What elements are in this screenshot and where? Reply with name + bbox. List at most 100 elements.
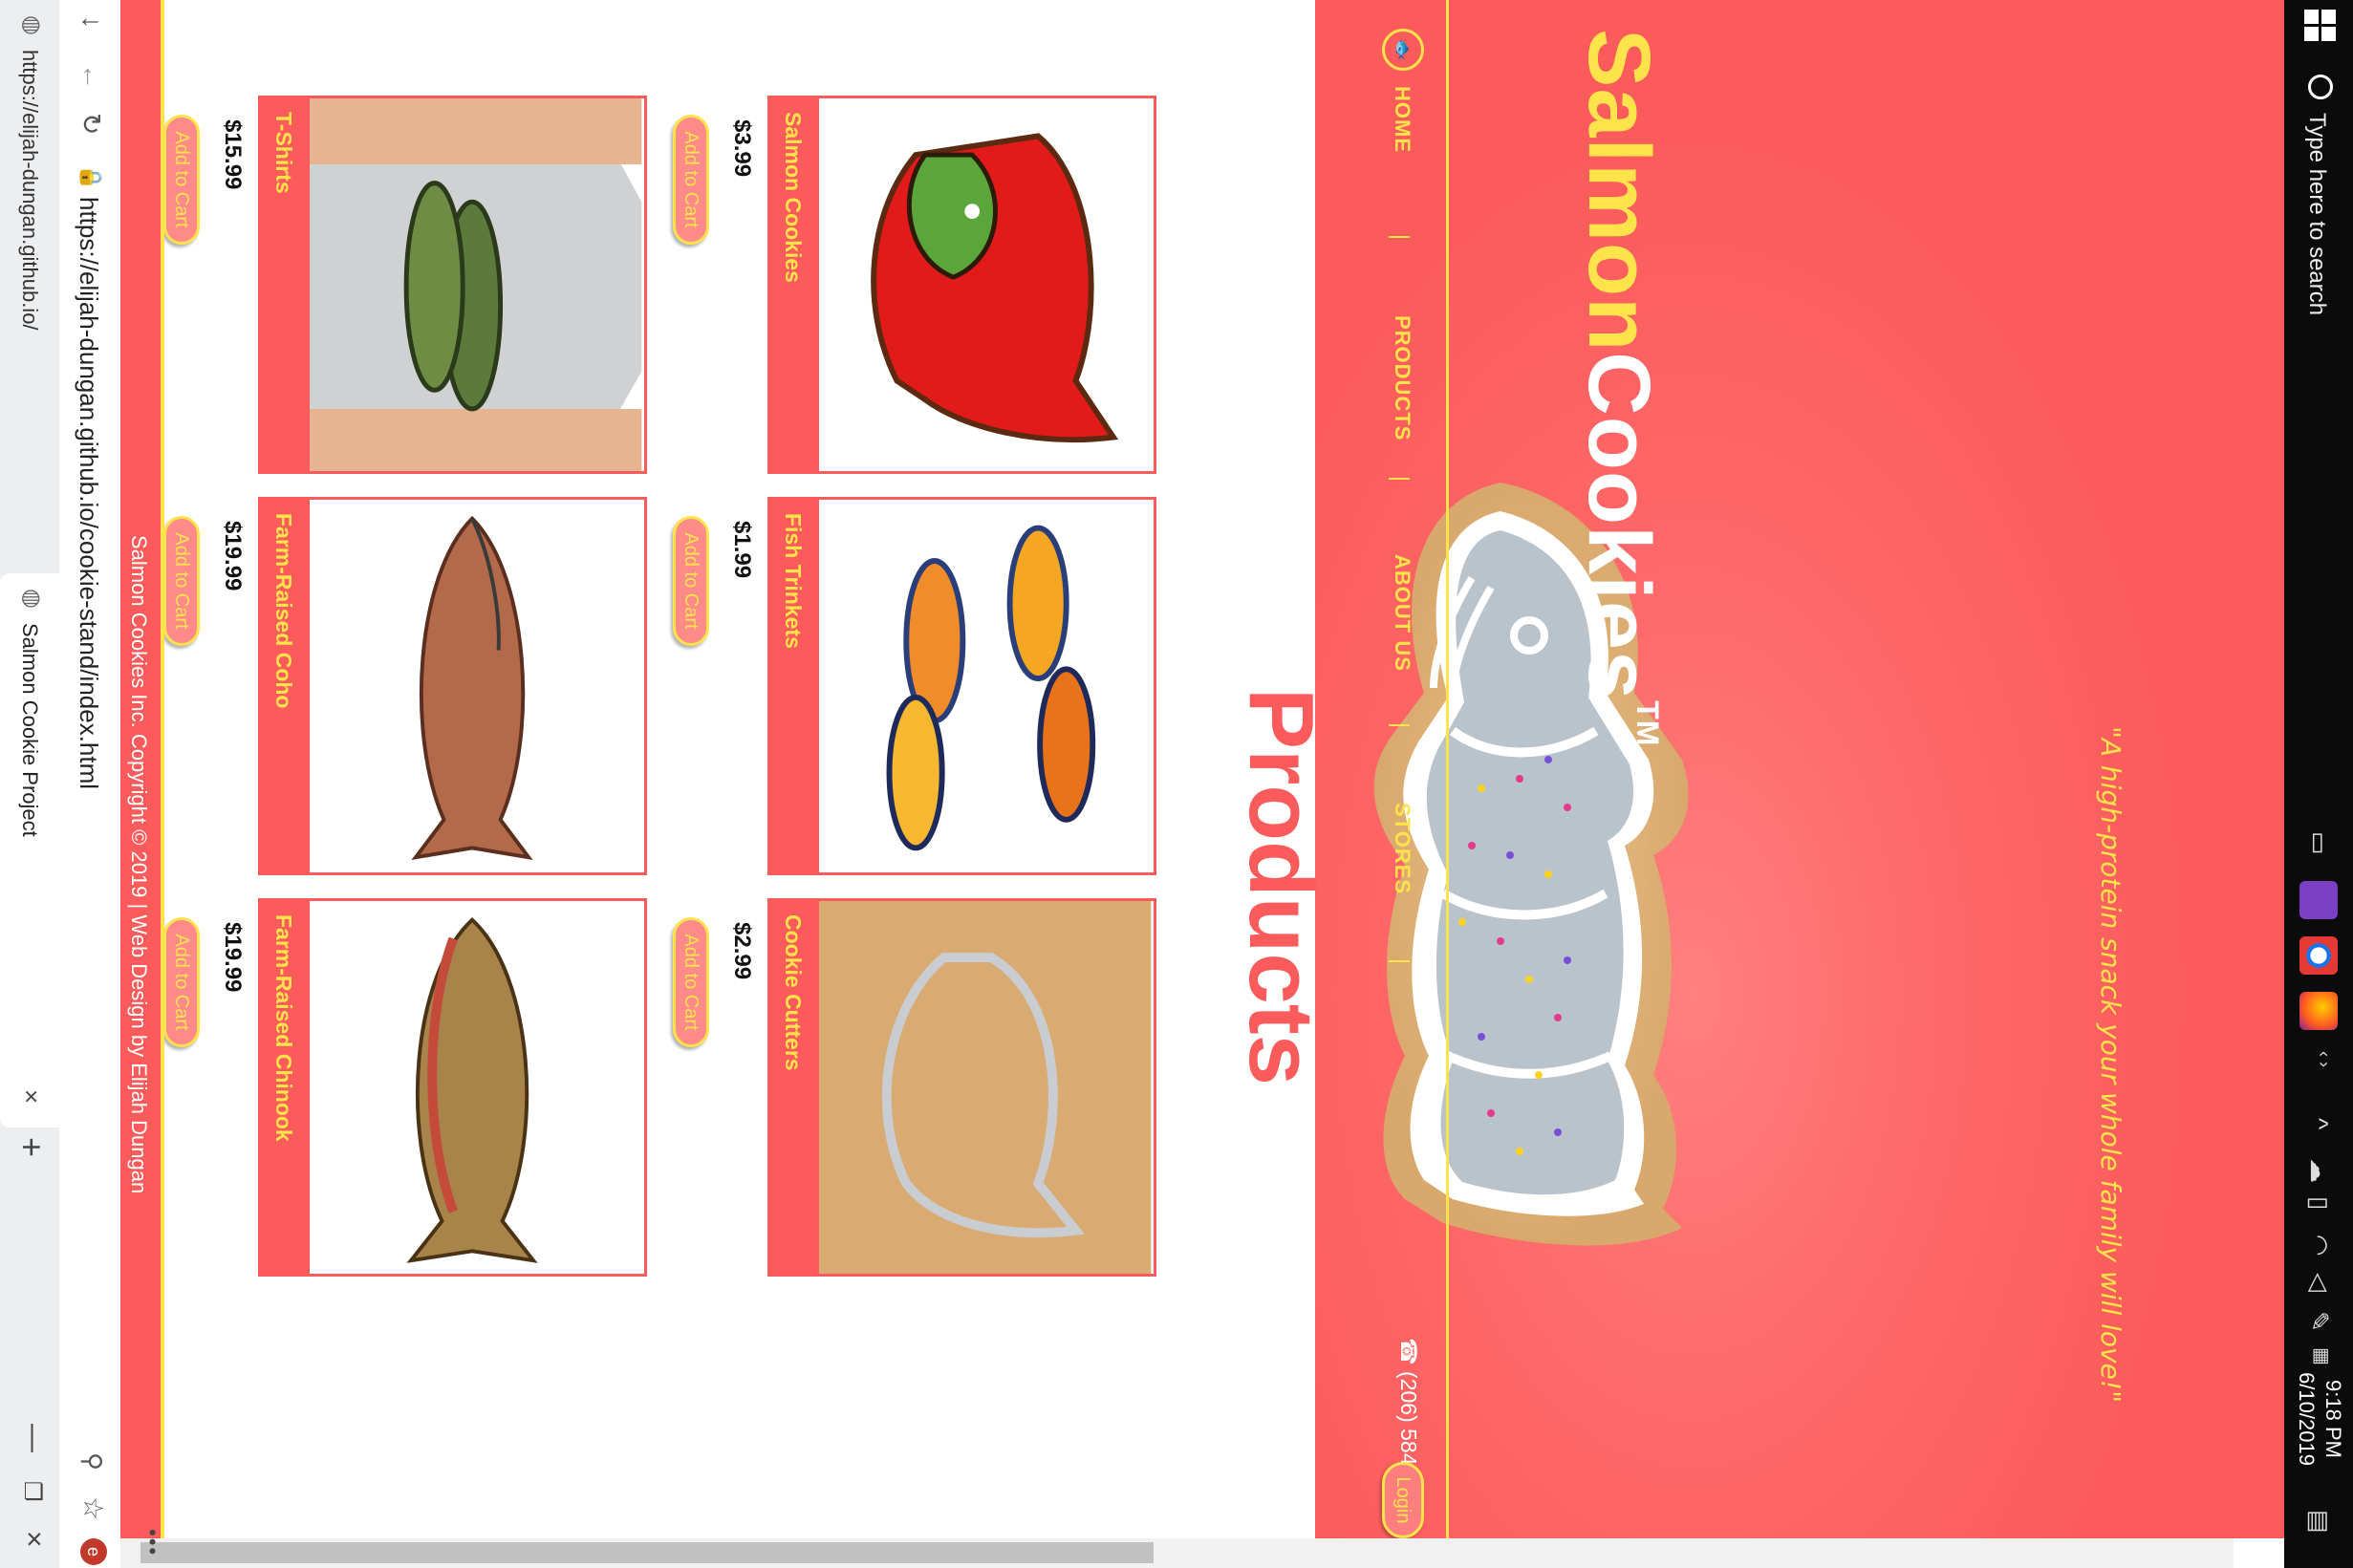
firefox-icon[interactable]: [2299, 992, 2338, 1030]
product-price: $19.99: [220, 922, 246, 993]
cortana-icon[interactable]: [2308, 75, 2333, 99]
cookie-cutters-image: [818, 901, 1152, 1274]
add-to-cart-button[interactable]: Add to Cart: [163, 516, 200, 646]
refresh-icon[interactable]: ↻: [76, 113, 106, 136]
horizontal-scrollbar[interactable]: [120, 1538, 2234, 1568]
product-card-cookie-cutters[interactable]: Cookie Cutters: [767, 898, 1156, 1277]
nav-separator: [1389, 236, 1410, 238]
product-price: $19.99: [220, 521, 246, 591]
header-divider: [1446, 0, 1449, 1538]
tab-close-icon[interactable]: ×: [17, 1089, 46, 1105]
globe-icon: ◍: [19, 589, 45, 609]
add-to-cart-button[interactable]: Add to Cart: [673, 917, 709, 1047]
cloud-icon[interactable]: ☁: [2305, 1158, 2334, 1183]
tab-active-title: Salmon Cookie Project: [18, 623, 42, 837]
products-heading: Products: [1230, 688, 1332, 1086]
tab-active[interactable]: ◍ Salmon Cookie Project ×: [0, 573, 59, 1128]
reading-view-icon[interactable]: ⚲: [78, 1452, 107, 1471]
pen-icon[interactable]: ✎: [2305, 1311, 2334, 1332]
volume-icon[interactable]: ◁: [2305, 1273, 2334, 1292]
browser-menu-button[interactable]: •••: [140, 1529, 164, 1557]
scrollbar-thumb[interactable]: [140, 1542, 1154, 1563]
product-price: $3.99: [729, 119, 755, 178]
show-hidden-icons-icon[interactable]: ^: [2305, 1118, 2334, 1130]
brand-logo-text: SalmonCookiesTM: [1570, 29, 1668, 747]
onenote-icon[interactable]: [2299, 881, 2338, 919]
salmon-cookie-image: [871, 133, 1119, 443]
product-price: $1.99: [729, 521, 755, 579]
wifi-icon[interactable]: ◠: [2305, 1235, 2334, 1257]
product-card-t-shirts[interactable]: T-Shirts: [258, 96, 647, 474]
product-card-farm-raised-coho[interactable]: Farm-Raised Coho: [258, 497, 647, 875]
restore-icon[interactable]: ❐: [19, 1481, 45, 1502]
coho-salmon-image: [411, 515, 533, 860]
add-to-cart-button[interactable]: Add to Cart: [163, 115, 200, 245]
tab-inactive-title[interactable]: https://elijah-dungan.github.io/: [18, 50, 42, 331]
product-title-bar: Fish Trinkets: [770, 500, 819, 872]
product-title-bar: Cookie Cutters: [770, 901, 819, 1274]
site-header: 🐟 HOME PRODUCTS ABOUT US STORES ☎ (206) …: [1315, 0, 2284, 1538]
fish-trinkets-image: [886, 525, 1096, 851]
nav-products[interactable]: PRODUCTS: [1391, 315, 1414, 441]
browser-tab-strip: ◍ https://elijah-dungan.github.io/ ◍ Sal…: [0, 0, 59, 1568]
tagline: "A high-protein snack your whole family …: [2095, 726, 2126, 1403]
tablet-icon[interactable]: ▭: [2305, 831, 2334, 855]
product-name: Fish Trinkets: [781, 513, 806, 649]
product-title-bar: T-Shirts: [261, 98, 310, 471]
nav-stores[interactable]: STORES: [1391, 803, 1414, 895]
taskbar-search-input[interactable]: Type here to search: [2304, 113, 2330, 316]
product-name: Cookie Cutters: [781, 914, 806, 1071]
browser-toolbar: ↓ ← ↻ 🔒 https://elijah-dungan.github.io/…: [58, 0, 120, 1568]
battery-icon[interactable]: ▯: [2305, 1196, 2334, 1211]
profile-avatar[interactable]: e: [80, 1538, 107, 1565]
chrome-icon[interactable]: [2299, 936, 2338, 975]
clock-time[interactable]: 9:18 PM: [2321, 1380, 2345, 1458]
lock-icon: 🔒: [79, 164, 103, 191]
product-name: Farm-Raised Chinook: [271, 914, 296, 1142]
trademark: TM: [1630, 700, 1665, 747]
notifications-icon[interactable]: ▤: [2305, 1510, 2334, 1534]
product-card-farm-raised-chinook[interactable]: Farm-Raised Chinook: [258, 898, 647, 1277]
product-title-bar: Farm-Raised Chinook: [261, 901, 310, 1274]
login-button[interactable]: Login: [1382, 1462, 1424, 1538]
add-to-cart-button[interactable]: Add to Cart: [673, 115, 709, 245]
product-card-fish-trinkets[interactable]: Fish Trinkets: [767, 497, 1156, 875]
keyboard-icon[interactable]: ▦: [2311, 1347, 2332, 1365]
product-name: Farm-Raised Coho: [271, 513, 296, 709]
windows-start-icon[interactable]: [2303, 10, 2336, 42]
back-icon[interactable]: ←: [77, 63, 107, 90]
windows-taskbar: Type here to search ▭ ‹ › ^ ☁ ▯ ◠ ◁ ✎ ▦ …: [2284, 0, 2353, 1568]
close-window-icon[interactable]: ×: [18, 1531, 50, 1548]
salmon-cookie-hero-image: [1373, 483, 1689, 1246]
footer-copyright: Salmon Cookies Inc. Copyright © 2019 | W…: [127, 535, 151, 1194]
taskbar-scroll-icon[interactable]: ‹ ›: [2315, 1051, 2334, 1067]
logo-icon[interactable]: 🐟: [1382, 29, 1424, 71]
nav-separator: [1389, 724, 1410, 726]
favorite-star-icon[interactable]: ☆: [78, 1496, 108, 1521]
add-to-cart-button[interactable]: Add to Cart: [673, 516, 709, 646]
minimize-icon[interactable]: —: [18, 1424, 50, 1452]
add-to-cart-button[interactable]: Add to Cart: [163, 917, 200, 1047]
product-price: $2.99: [729, 922, 755, 980]
brand-part-1: Salmon: [1570, 29, 1668, 353]
brand-part-2: Cookies: [1570, 352, 1668, 701]
nav-separator: [1389, 960, 1410, 962]
website: 🐟 HOME PRODUCTS ABOUT US STORES ☎ (206) …: [120, 0, 2284, 1538]
t-shirt-image: [309, 98, 642, 471]
product-price: $15.99: [220, 119, 246, 190]
product-card-salmon-cookies[interactable]: Salmon Cookies: [767, 96, 1156, 474]
product-name: Salmon Cookies: [781, 112, 806, 283]
clock-date[interactable]: 6/10/2019: [2295, 1372, 2319, 1466]
globe-icon: ◍: [19, 15, 45, 35]
product-title-bar: Farm-Raised Coho: [261, 500, 310, 872]
address-bar[interactable]: https://elijah-dungan.github.io/cookie-s…: [75, 197, 103, 790]
nav-separator: [1389, 478, 1410, 480]
chinook-salmon-image: [406, 917, 538, 1263]
product-name: T-Shirts: [271, 112, 296, 194]
new-tab-button[interactable]: +: [12, 1137, 52, 1158]
nav-about-us[interactable]: ABOUT US: [1391, 554, 1414, 672]
nav-home[interactable]: HOME: [1391, 86, 1414, 153]
product-title-bar: Salmon Cookies: [770, 98, 819, 471]
download-icon[interactable]: ↓: [77, 15, 107, 29]
